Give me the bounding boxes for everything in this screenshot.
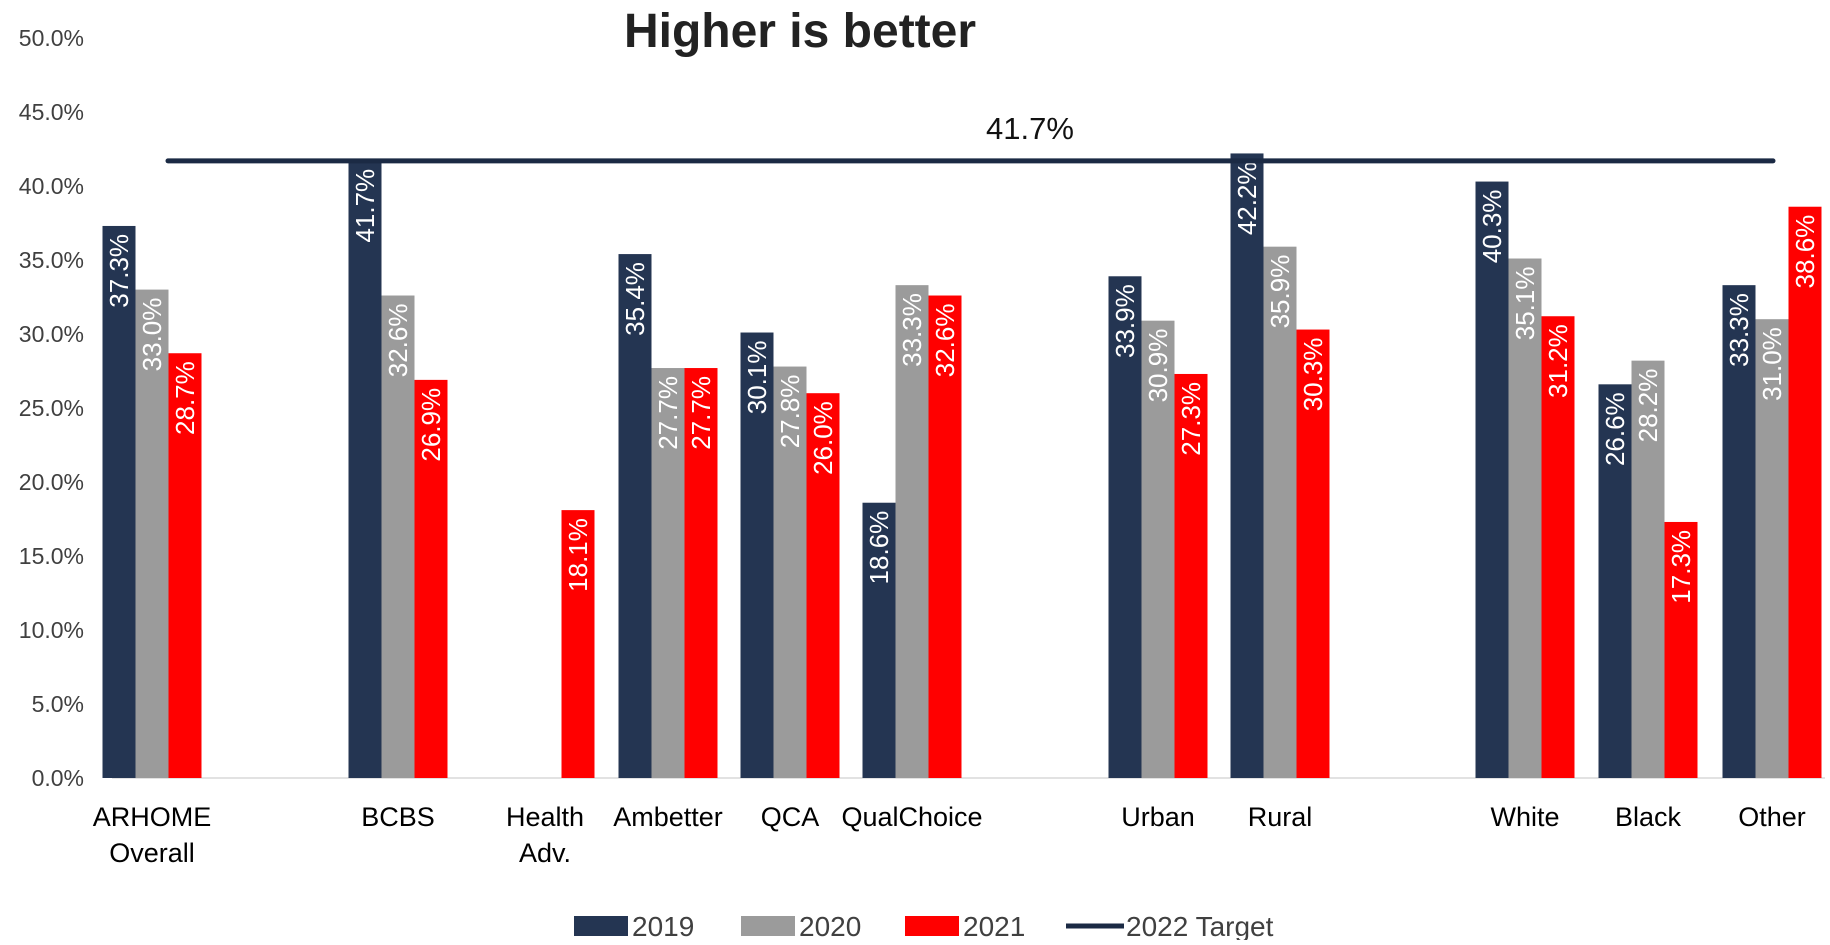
data-label: 41.7% — [350, 169, 380, 243]
bar-2021-1 — [414, 379, 448, 778]
category-label: Other — [1738, 802, 1806, 832]
y-tick-label: 0.0% — [32, 765, 84, 791]
data-label: 35.4% — [620, 262, 650, 336]
data-label: 18.6% — [864, 511, 894, 585]
y-tick-label: 15.0% — [19, 543, 84, 569]
bar-2019-1 — [348, 160, 382, 779]
category-label: BCBS — [361, 802, 435, 832]
category-label: Adv. — [519, 838, 571, 868]
y-tick-label: 40.0% — [19, 173, 84, 199]
data-label: 37.3% — [104, 234, 134, 308]
legend-swatch-2020 — [741, 916, 795, 936]
bar-2019-9 — [1598, 384, 1632, 778]
y-tick-label: 45.0% — [19, 99, 84, 125]
data-label: 30.1% — [742, 341, 772, 415]
bar-2020-1 — [381, 295, 415, 778]
legend-swatch-2019 — [574, 916, 628, 936]
bar-2020-0 — [135, 289, 169, 778]
data-label: 42.2% — [1232, 161, 1262, 235]
bar-2021-0 — [168, 353, 202, 778]
bar-2019-3 — [618, 254, 652, 778]
data-label: 33.9% — [1110, 284, 1140, 358]
bar-2021-7 — [1296, 329, 1330, 778]
bar-2020-3 — [651, 368, 685, 778]
bar-2021-4 — [806, 393, 840, 778]
y-tick-label: 35.0% — [19, 247, 84, 273]
data-label: 38.6% — [1790, 215, 1820, 289]
data-label: 27.3% — [1176, 382, 1206, 456]
y-tick-label: 30.0% — [19, 321, 84, 347]
category-label: QualChoice — [841, 802, 982, 832]
bar-2019-4 — [740, 332, 774, 778]
legend-label: 2022 Target — [1126, 911, 1274, 940]
data-label: 35.9% — [1265, 255, 1295, 329]
data-label: 33.3% — [897, 293, 927, 367]
data-label: 27.7% — [686, 376, 716, 450]
bar-2021-6 — [1174, 373, 1208, 778]
bar-2020-10 — [1755, 319, 1789, 778]
bar-2019-5 — [862, 502, 896, 778]
y-tick-label: 5.0% — [32, 691, 84, 717]
target-label: 41.7% — [986, 111, 1074, 146]
bar-2020-9 — [1631, 360, 1665, 778]
data-label: 40.3% — [1477, 190, 1507, 264]
data-label: 18.1% — [563, 518, 593, 592]
bar-2021-9 — [1664, 521, 1698, 778]
bar-2021-2 — [561, 510, 595, 778]
category-label: ARHOME — [93, 802, 212, 832]
y-tick-label: 50.0% — [19, 25, 84, 51]
data-label: 17.3% — [1666, 530, 1696, 604]
bar-2020-4 — [773, 366, 807, 778]
category-label: Rural — [1248, 802, 1313, 832]
bar-2020-6 — [1141, 320, 1175, 778]
bar-2021-8 — [1541, 316, 1575, 778]
legend-label: 2020 — [799, 911, 861, 940]
bar-2019-7 — [1230, 153, 1264, 778]
category-label: Black — [1615, 802, 1682, 832]
chart-title: Higher is better — [623, 5, 977, 58]
y-tick-label: 10.0% — [19, 617, 84, 643]
legend-swatch-2021 — [905, 916, 959, 936]
bar-2019-0 — [102, 225, 136, 778]
data-label: 32.6% — [930, 304, 960, 378]
y-tick-label: 25.0% — [19, 395, 84, 421]
bar-2021-10 — [1788, 206, 1822, 779]
data-label: 35.1% — [1510, 267, 1540, 341]
data-label: 27.8% — [775, 375, 805, 449]
legend-label: 2021 — [963, 911, 1025, 940]
data-label: 31.0% — [1757, 327, 1787, 401]
category-label: QCA — [761, 802, 820, 832]
data-label: 33.3% — [1724, 293, 1754, 367]
category-label: Ambetter — [613, 802, 723, 832]
data-label: 26.6% — [1600, 392, 1630, 466]
legend-label: 2019 — [632, 911, 694, 940]
bar-2020-8 — [1508, 258, 1542, 778]
data-label: 27.7% — [653, 376, 683, 450]
bar-2020-7 — [1263, 246, 1297, 778]
data-label: 26.0% — [808, 401, 838, 475]
bar-2019-10 — [1722, 285, 1756, 778]
data-label: 30.9% — [1143, 329, 1173, 403]
bar-2021-5 — [928, 295, 962, 778]
y-tick-label: 20.0% — [19, 469, 84, 495]
data-label: 30.3% — [1298, 338, 1328, 412]
category-label: Health — [506, 802, 584, 832]
data-label: 28.7% — [170, 361, 200, 435]
bar-2019-8 — [1475, 181, 1509, 778]
data-label: 33.0% — [137, 298, 167, 372]
data-label: 31.2% — [1543, 324, 1573, 398]
category-label: Urban — [1121, 802, 1195, 832]
data-label: 28.2% — [1633, 369, 1663, 443]
bar-2021-3 — [684, 368, 718, 778]
category-label: Overall — [109, 838, 195, 868]
bar-2020-5 — [895, 285, 929, 778]
category-label: White — [1490, 802, 1559, 832]
data-label: 32.6% — [383, 304, 413, 378]
data-label: 26.9% — [416, 388, 446, 462]
bar-2019-6 — [1108, 276, 1142, 778]
